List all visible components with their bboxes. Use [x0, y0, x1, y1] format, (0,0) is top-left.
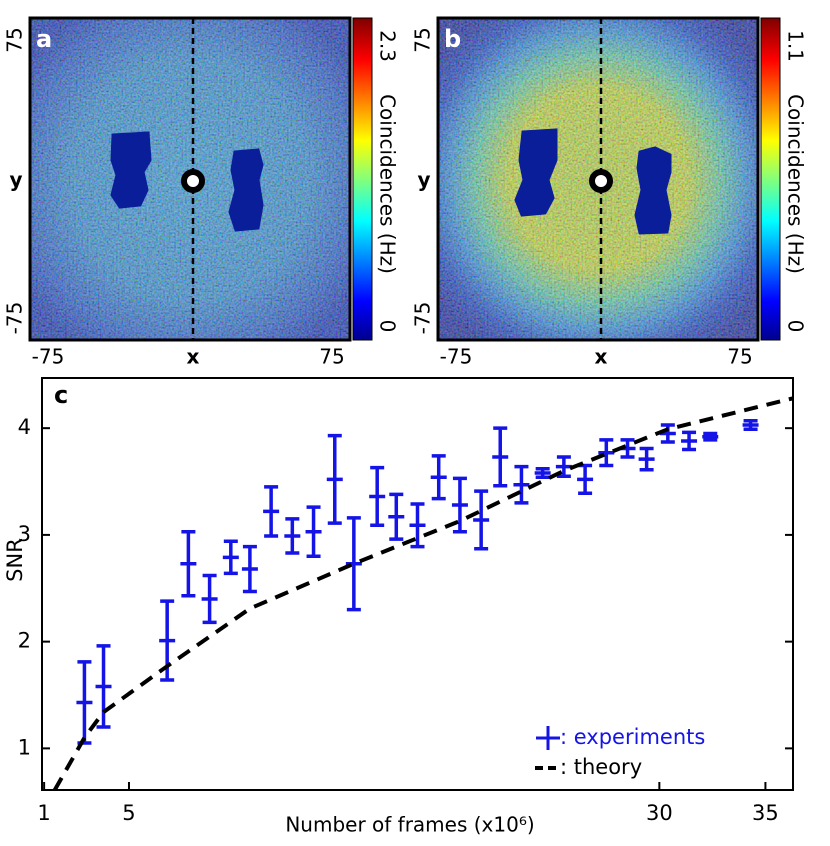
object-shadow: [514, 128, 558, 217]
error-bar: [659, 423, 676, 444]
y-axis-label: y: [417, 168, 430, 192]
error-bar: [598, 438, 615, 468]
colorbar-tick-label: 0: [784, 320, 808, 333]
error-bar: [388, 492, 405, 541]
x-tick-label: 75: [319, 345, 344, 369]
error-bar: [473, 489, 490, 551]
object-shadow: [634, 146, 672, 235]
y-axis-label: SNR: [3, 538, 27, 582]
error-bar: [345, 516, 362, 612]
object-shadow: [110, 131, 152, 209]
x-tick-label: 5: [122, 801, 135, 825]
error-bar: [76, 660, 93, 745]
error-bar: [534, 466, 551, 480]
x-tick-label: 75: [727, 345, 752, 369]
error-bar: [451, 476, 468, 534]
legend-swatch: [536, 726, 560, 750]
error-bar: [492, 426, 509, 488]
colorbar: [760, 17, 781, 341]
error-bar: [263, 485, 280, 538]
x-axis-label: Number of frames (x10⁶): [285, 813, 534, 837]
error-bar: [513, 464, 530, 505]
colorbar-tick-label: 2.3: [376, 30, 400, 62]
x-tick-label: -75: [440, 345, 473, 369]
heatmap-panel: a -75 75 -75 75 x y 0 2.3 Coincidences (Hz): [3, 16, 400, 369]
colorbar-tick-label: 0: [376, 320, 400, 333]
error-bar: [326, 433, 343, 525]
error-bar: [159, 599, 176, 682]
error-bar: [430, 454, 447, 501]
heatmap-frame: [28, 16, 352, 342]
theory-curve: [52, 396, 793, 790]
error-bar: [638, 446, 655, 472]
error-bar: [702, 431, 719, 442]
error-bar: [284, 517, 301, 555]
colorbar: [352, 17, 373, 341]
colorbar-label: Coincidences (Hz): [784, 94, 808, 274]
y-tick-label: 2: [18, 629, 31, 653]
y-tick-label: 4: [18, 415, 31, 439]
error-bar: [409, 502, 426, 549]
y-tick-label: 3: [18, 522, 31, 546]
y-tick-label: -75: [411, 302, 435, 335]
object-shadow: [228, 148, 264, 232]
error-bar: [241, 544, 258, 594]
error-bar: [742, 418, 759, 431]
y-tick-label: 75: [3, 27, 27, 52]
error-bar: [180, 529, 197, 598]
center-marker: [589, 169, 613, 193]
plot-frame: [41, 377, 794, 791]
y-tick-label: 75: [411, 27, 435, 52]
panel-label: a: [36, 25, 52, 53]
error-bar: [681, 430, 698, 452]
error-bar: [95, 644, 112, 729]
y-tick-label: 1: [18, 735, 31, 759]
colorbar-tick-label: 1.1: [784, 30, 808, 62]
x-tick-label: 1: [37, 801, 50, 825]
panel-label: b: [444, 25, 461, 53]
error-bar: [619, 438, 636, 459]
error-bar: [305, 505, 322, 558]
y-axis-label: y: [9, 168, 22, 192]
error-bar: [369, 465, 386, 528]
legend-label: : theory: [560, 755, 642, 779]
error-bar: [201, 573, 218, 625]
x-axis-label: x: [595, 345, 608, 369]
y-tick-label: -75: [3, 302, 27, 335]
x-axis-label: x: [187, 345, 200, 369]
error-bar: [577, 463, 594, 496]
x-tick-label: 35: [752, 801, 779, 825]
center-marker: [181, 169, 205, 193]
legend-label: : experiments: [560, 725, 705, 749]
heatmap-panel: b -75 75 -75 75 x y 0 1.1 Coincidences (Hz): [411, 16, 808, 369]
snr-panel: 1 2 3 4 1 5 30 35 c Number of frames (x10⁶) SNR : e…: [3, 377, 794, 837]
error-bar: [222, 539, 239, 576]
error-bar: [555, 455, 572, 478]
x-tick-label: 30: [646, 801, 673, 825]
colorbar-label: Coincidences (Hz): [376, 94, 400, 274]
panel-label: c: [54, 381, 68, 409]
heatmap-frame: [436, 16, 760, 342]
x-tick-label: -75: [32, 345, 65, 369]
